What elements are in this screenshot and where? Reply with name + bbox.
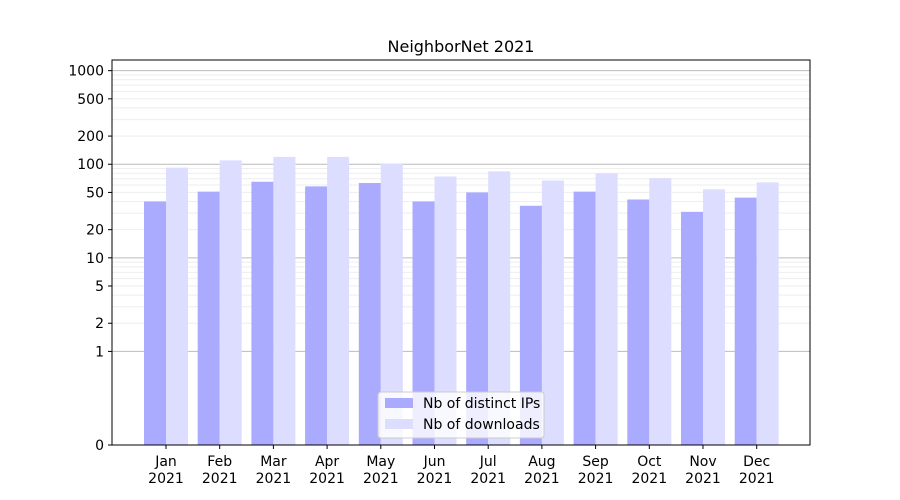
x-tick-label-month: Aug	[528, 454, 555, 470]
y-tick-label: 1	[95, 344, 104, 360]
bar-distinct-ips	[627, 199, 650, 445]
x-tick-label-year: 2021	[739, 471, 775, 487]
x-tick-label-month: Nov	[689, 454, 716, 470]
x-tick-label-year: 2021	[524, 471, 560, 487]
bars	[144, 156, 779, 446]
y-tick-label: 1000	[68, 64, 104, 80]
bar-downloads	[488, 171, 511, 445]
x-tick-label-year: 2021	[631, 471, 667, 487]
bar-downloads	[595, 173, 618, 445]
bar-downloads	[380, 163, 403, 445]
y-tick-label: 5	[95, 279, 104, 295]
x-tick-label-month: Jun	[423, 454, 446, 470]
legend-frame	[377, 391, 545, 439]
x-tick-label-year: 2021	[363, 471, 399, 487]
y-tick-label: 50	[86, 185, 104, 201]
x-tick-label-month: Oct	[637, 454, 662, 470]
x-tick-label-year: 2021	[470, 471, 506, 487]
bar-downloads	[434, 176, 457, 446]
bar-distinct-ips	[519, 205, 542, 445]
y-tick-label: 20	[86, 223, 104, 239]
x-tick-label-month: Dec	[743, 454, 770, 470]
x-tick-label-month: Jul	[479, 454, 497, 470]
y-tick-label: 10	[86, 251, 104, 267]
legend-swatch-downloads	[385, 419, 413, 429]
bar-downloads	[756, 182, 779, 445]
x-tick-label-year: 2021	[202, 471, 238, 487]
bar-downloads	[703, 189, 725, 445]
x-tick-label-year: 2021	[417, 471, 453, 487]
bar-distinct-ips	[358, 183, 381, 446]
bar-distinct-ips	[412, 201, 435, 445]
legend-swatch-distinct-ips	[385, 398, 413, 408]
y-tick-label: 2	[95, 316, 104, 332]
x-tick-label-month: Jan	[154, 454, 177, 470]
bar-downloads	[166, 167, 188, 445]
bar-downloads	[649, 178, 672, 445]
y-tick-label: 100	[77, 157, 104, 173]
bar-distinct-ips	[251, 181, 274, 446]
bar-distinct-ips	[466, 192, 489, 445]
bar-distinct-ips	[681, 211, 703, 445]
bar-distinct-ips	[734, 197, 757, 445]
bar-downloads	[327, 156, 350, 446]
x-tick-label-month: Sep	[582, 454, 609, 470]
x-tick-label-year: 2021	[685, 471, 721, 487]
y-axis: 0 1 2 5 10 20 50 100 200 500 1000	[68, 64, 112, 454]
x-tick-label-month: Apr	[315, 454, 339, 470]
legend-label-downloads: Nb of downloads	[423, 417, 540, 433]
x-axis: Jan2021Feb2021Mar2021Apr2021May2021Jun20…	[148, 445, 775, 487]
x-tick-label-month: Feb	[207, 454, 232, 470]
x-tick-label-year: 2021	[309, 471, 345, 487]
x-tick-label-year: 2021	[148, 471, 184, 487]
y-tick-label: 500	[77, 92, 104, 108]
y-tick-label: 200	[77, 129, 104, 145]
legend-label-distinct-ips: Nb of distinct IPs	[423, 396, 540, 412]
bar-downloads	[541, 180, 564, 446]
chart-title: NeighborNet 2021	[388, 37, 535, 56]
bar-distinct-ips	[573, 191, 596, 445]
bar-downloads	[273, 156, 296, 446]
y-tick-label: 0	[95, 438, 104, 454]
x-tick-label-year: 2021	[256, 471, 292, 487]
legend: Nb of distinct IPs Nb of downloads	[377, 391, 545, 439]
bar-downloads	[219, 160, 242, 445]
plot-frame	[111, 59, 811, 446]
x-tick-label-year: 2021	[578, 471, 614, 487]
bar-distinct-ips	[144, 201, 166, 445]
bar-distinct-ips	[305, 186, 328, 445]
x-tick-label-month: Mar	[260, 454, 287, 470]
x-tick-label-month: May	[366, 454, 395, 470]
bar-distinct-ips	[197, 191, 220, 445]
